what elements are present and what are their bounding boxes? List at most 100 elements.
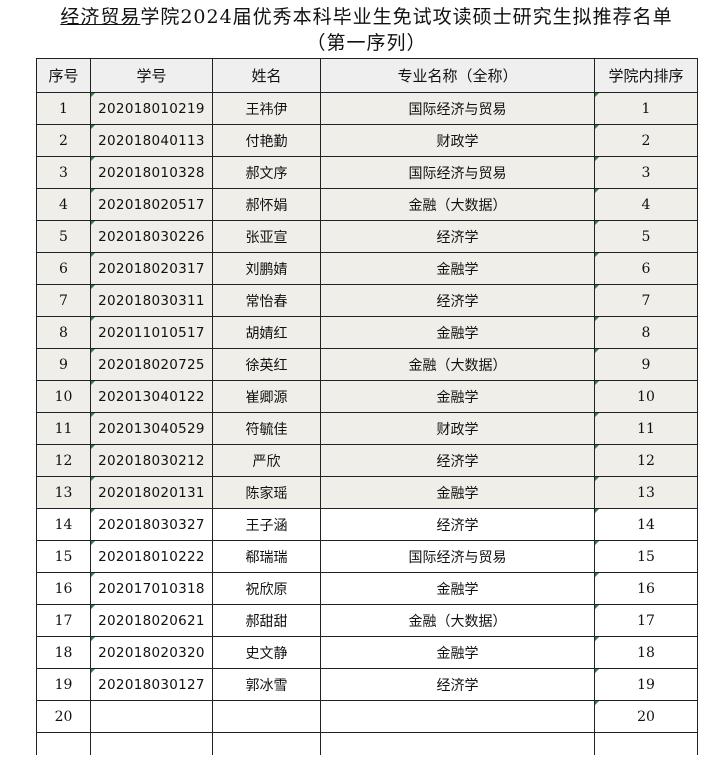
cell-major: 经济学 xyxy=(320,668,595,701)
cell-no: 7 xyxy=(36,284,91,317)
cell-major: 财政学 xyxy=(320,412,595,445)
cell-major xyxy=(320,700,595,733)
table-row: 10 202013040122 崔卿源 金融学 10 xyxy=(36,380,698,413)
cell-major: 金融（大数据） xyxy=(320,188,595,221)
cell-no: 16 xyxy=(36,572,91,605)
table-row: 11 202013040529 符毓佳 财政学 11 xyxy=(36,412,698,445)
table-row: 6 202018020317 刘鹏婧 金融学 6 xyxy=(36,252,698,285)
column-header: 学院内排序 xyxy=(594,58,698,93)
cell-name: 祝欣原 xyxy=(212,572,321,605)
table: 序号 学号 姓名 专业名称（全称） 学院内排序 1 202018010219 王祎伊 国际经济… xyxy=(36,58,698,755)
cell-id: 202018020621 xyxy=(90,604,213,637)
cell-major: 金融学 xyxy=(320,380,595,413)
cell-name: 史文静 xyxy=(212,636,321,669)
title-rest: 学院2024届优秀本科毕业生免试攻读硕士研究生拟推荐名单 xyxy=(140,6,673,28)
cell-no: 13 xyxy=(36,476,91,509)
cell-major: 经济学 xyxy=(320,508,595,541)
cell-name: 付艳勤 xyxy=(212,124,321,157)
cell-id: 202018030212 xyxy=(90,444,213,477)
cell-major: 经济学 xyxy=(320,284,595,317)
cell-id: 202018010219 xyxy=(90,92,213,125)
cell-no: 4 xyxy=(36,188,91,221)
title: 经济贸易学院2024届优秀本科毕业生免试攻读硕士研究生拟推荐名单 （第一序列） xyxy=(36,4,697,56)
cell-major: 金融学 xyxy=(320,316,595,349)
cell-name: 崔卿源 xyxy=(212,380,321,413)
cell-rank: 20 xyxy=(594,700,698,733)
cell-major: 金融学 xyxy=(320,252,595,285)
cell-id: 202018020725 xyxy=(90,348,213,381)
cell-major: 国际经济与贸易 xyxy=(320,92,595,125)
cell-major: 金融学 xyxy=(320,636,595,669)
blank-cell xyxy=(594,732,698,755)
cell-rank: 6 xyxy=(594,252,698,285)
cell-major: 国际经济与贸易 xyxy=(320,156,595,189)
cell-id xyxy=(90,700,213,733)
cell-name: 刘鹏婧 xyxy=(212,252,321,285)
cell-rank: 11 xyxy=(594,412,698,445)
cell-id: 202011010517 xyxy=(90,316,213,349)
table-row: 17 202018020621 郝甜甜 金融（大数据） 17 xyxy=(36,604,698,637)
blank-cell xyxy=(320,732,595,755)
table-row: 8 202011010517 胡婧红 金融学 8 xyxy=(36,316,698,349)
cell-major: 财政学 xyxy=(320,124,595,157)
cell-major: 经济学 xyxy=(320,220,595,253)
cell-name: 徐英红 xyxy=(212,348,321,381)
column-header: 学号 xyxy=(90,58,213,93)
cell-name xyxy=(212,700,321,733)
table-row: 9 202018020725 徐英红 金融（大数据） 9 xyxy=(36,348,698,381)
column-header: 序号 xyxy=(36,58,91,93)
table-row: 14 202018030327 王子涵 经济学 14 xyxy=(36,508,698,541)
cell-rank: 18 xyxy=(594,636,698,669)
cell-rank: 16 xyxy=(594,572,698,605)
cell-id: 202018020517 xyxy=(90,188,213,221)
cell-name: 张亚宣 xyxy=(212,220,321,253)
cell-rank: 12 xyxy=(594,444,698,477)
cell-id: 202017010318 xyxy=(90,572,213,605)
cell-rank: 10 xyxy=(594,380,698,413)
column-header: 专业名称（全称） xyxy=(320,58,595,93)
cell-rank: 1 xyxy=(594,92,698,125)
table-row: 16 202017010318 祝欣原 金融学 16 xyxy=(36,572,698,605)
cell-no: 6 xyxy=(36,252,91,285)
cell-id: 202018030311 xyxy=(90,284,213,317)
cell-name: 郝怀娟 xyxy=(212,188,321,221)
table-row: 20 20 xyxy=(36,700,698,733)
cell-no: 14 xyxy=(36,508,91,541)
document: 经济贸易学院2024届优秀本科毕业生免试攻读硕士研究生拟推荐名单 （第一序列） … xyxy=(36,4,698,755)
cell-id: 202018010328 xyxy=(90,156,213,189)
cell-rank: 2 xyxy=(594,124,698,157)
cell-no: 9 xyxy=(36,348,91,381)
cell-name: 常怡春 xyxy=(212,284,321,317)
cell-rank: 14 xyxy=(594,508,698,541)
cell-id: 202013040122 xyxy=(90,380,213,413)
cell-no: 17 xyxy=(36,604,91,637)
table-row: 12 202018030212 严欣 经济学 12 xyxy=(36,444,698,477)
cell-name: 王子涵 xyxy=(212,508,321,541)
table-row: 15 202018010222 郗瑞瑞 国际经济与贸易 15 xyxy=(36,540,698,573)
cell-name: 郝甜甜 xyxy=(212,604,321,637)
cell-rank: 13 xyxy=(594,476,698,509)
cell-no: 12 xyxy=(36,444,91,477)
table-row: 3 202018010328 郝文序 国际经济与贸易 3 xyxy=(36,156,698,189)
cell-rank: 9 xyxy=(594,348,698,381)
cell-major: 经济学 xyxy=(320,444,595,477)
cell-no: 10 xyxy=(36,380,91,413)
title-underlined: 经济贸易 xyxy=(60,6,141,28)
cell-major: 金融学 xyxy=(320,572,595,605)
cell-rank: 19 xyxy=(594,668,698,701)
cell-id: 202018010222 xyxy=(90,540,213,573)
cell-no: 19 xyxy=(36,668,91,701)
cell-no: 18 xyxy=(36,636,91,669)
blank-cell xyxy=(36,732,91,755)
cell-major: 金融（大数据） xyxy=(320,348,595,381)
header-row: 序号 学号 姓名 专业名称（全称） 学院内排序 xyxy=(36,58,698,93)
cell-id: 202018040113 xyxy=(90,124,213,157)
cell-name: 郭冰雪 xyxy=(212,668,321,701)
blank-cell xyxy=(212,732,321,755)
cell-no: 8 xyxy=(36,316,91,349)
cell-id: 202018020317 xyxy=(90,252,213,285)
cell-major: 国际经济与贸易 xyxy=(320,540,595,573)
table-row: 5 202018030226 张亚宣 经济学 5 xyxy=(36,220,698,253)
cell-id: 202018020320 xyxy=(90,636,213,669)
